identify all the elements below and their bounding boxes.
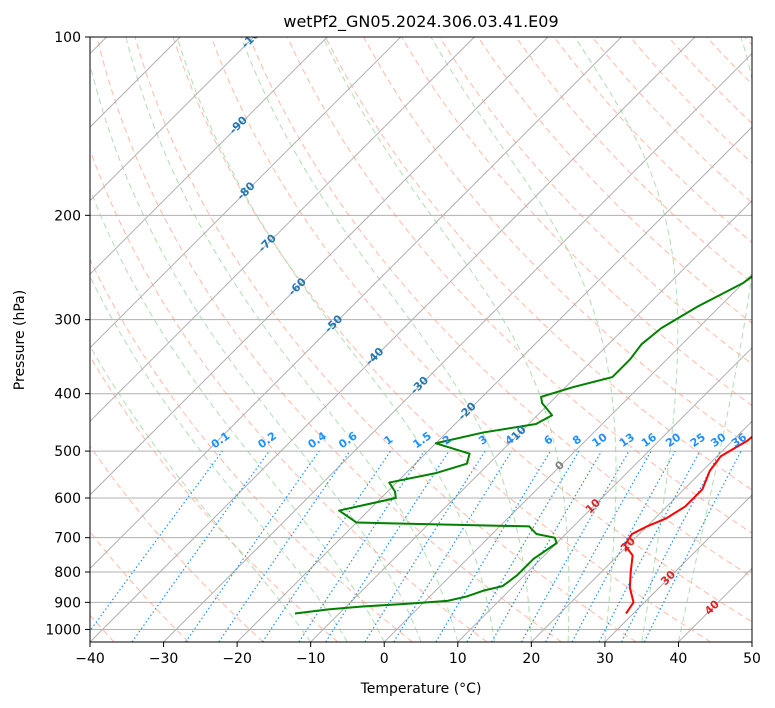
moist-adiabat [430, 37, 617, 642]
x-tick-label: 30 [596, 651, 614, 667]
dry-adiabat [248, 37, 752, 578]
isotherm-line [604, 494, 752, 642]
mixing-ratio-line [262, 450, 392, 642]
dry-adiabat [90, 258, 413, 642]
moist-adiabat [574, 37, 679, 642]
dry-adiabat [172, 37, 712, 642]
isotherm-line [457, 347, 752, 642]
mixing-ratio-line [218, 450, 351, 642]
x-tick-label: −20 [222, 651, 252, 667]
moist-adiabat [240, 37, 532, 642]
mixing-ratio-line [545, 450, 652, 642]
y-tick-label: 700 [54, 531, 81, 547]
x-tick-label: −40 [75, 651, 105, 667]
dry-adiabat [477, 37, 752, 324]
y-tick-label: 200 [54, 208, 81, 224]
mixing-ratio-line [393, 450, 513, 642]
y-tick-label: 300 [54, 313, 81, 329]
isotherm-line [383, 273, 752, 642]
x-tick-label: 0 [380, 651, 389, 667]
isotherm-line [310, 199, 752, 642]
isotherm-line [90, 37, 402, 349]
moist-adiabat [90, 188, 385, 642]
moist-adiabat [322, 37, 570, 642]
moist-adiabat [176, 37, 496, 642]
y-tick-label: 600 [54, 491, 81, 507]
profile-lines [294, 275, 752, 615]
y-axis: 100 200 300 400 500 600 700 800 900 1000 [45, 30, 90, 638]
y-tick-label: 1000 [45, 622, 81, 638]
mixing-ratio-line [131, 450, 270, 642]
moist-adiabat [125, 37, 459, 642]
y-tick-label: 900 [54, 595, 81, 611]
moist-adiabat [90, 62, 422, 642]
dry-adiabat [401, 37, 752, 407]
x-tick-label: −30 [149, 651, 179, 667]
x-tick-label: 20 [522, 651, 540, 667]
dry-adiabat [134, 37, 637, 642]
mixing-ratio-line [185, 450, 320, 642]
mixing-ratio-line [325, 450, 450, 642]
mixing-ratio-line [520, 450, 630, 642]
dry-adiabat [286, 37, 752, 534]
y-tick-label: 800 [54, 565, 81, 581]
isotherm-line [90, 37, 255, 202]
dry-adiabat [210, 37, 752, 623]
mixing-ratio-line [643, 450, 742, 642]
dry-adiabat [96, 37, 562, 642]
y-tick-label: 500 [54, 444, 81, 460]
chart-title: wetPf2_GN05.2024.306.03.41.E09 [283, 12, 558, 32]
dry-adiabat [325, 37, 752, 491]
moist-adiabat [90, 275, 348, 642]
isotherm-line [163, 52, 752, 642]
dewpoint-profile-line [294, 275, 752, 615]
plot-frame [89, 36, 753, 643]
y-tick-label: 100 [54, 30, 81, 46]
mixing-ratio-line [571, 450, 676, 642]
mixing-ratio-line [90, 450, 224, 632]
x-axis: −40 −30 −20 −10 0 10 20 30 40 50 [75, 642, 761, 667]
y-tick-label: 400 [54, 387, 81, 403]
isotherm-line [236, 126, 752, 642]
moist-adiabat [677, 37, 752, 642]
isotherm-line [530, 420, 752, 642]
isotherm-line [90, 37, 328, 275]
isotherm-line [90, 37, 696, 642]
x-tick-label: −10 [296, 651, 326, 667]
x-tick-label: 10 [449, 651, 467, 667]
temperature-profile-line [623, 435, 752, 615]
x-axis-label: Temperature (°C) [360, 681, 482, 697]
isotherm-line [90, 37, 622, 570]
background-lines [90, 37, 752, 642]
isotherm-line [90, 37, 549, 496]
y-axis-label: Pressure (hPa) [12, 290, 28, 390]
x-tick-label: 40 [670, 651, 688, 667]
dry-adiabat [591, 37, 752, 204]
isotherm-line [90, 37, 475, 423]
dry-adiabat [629, 37, 752, 164]
dry-adiabat [90, 445, 264, 642]
x-tick-label: 50 [743, 651, 761, 667]
